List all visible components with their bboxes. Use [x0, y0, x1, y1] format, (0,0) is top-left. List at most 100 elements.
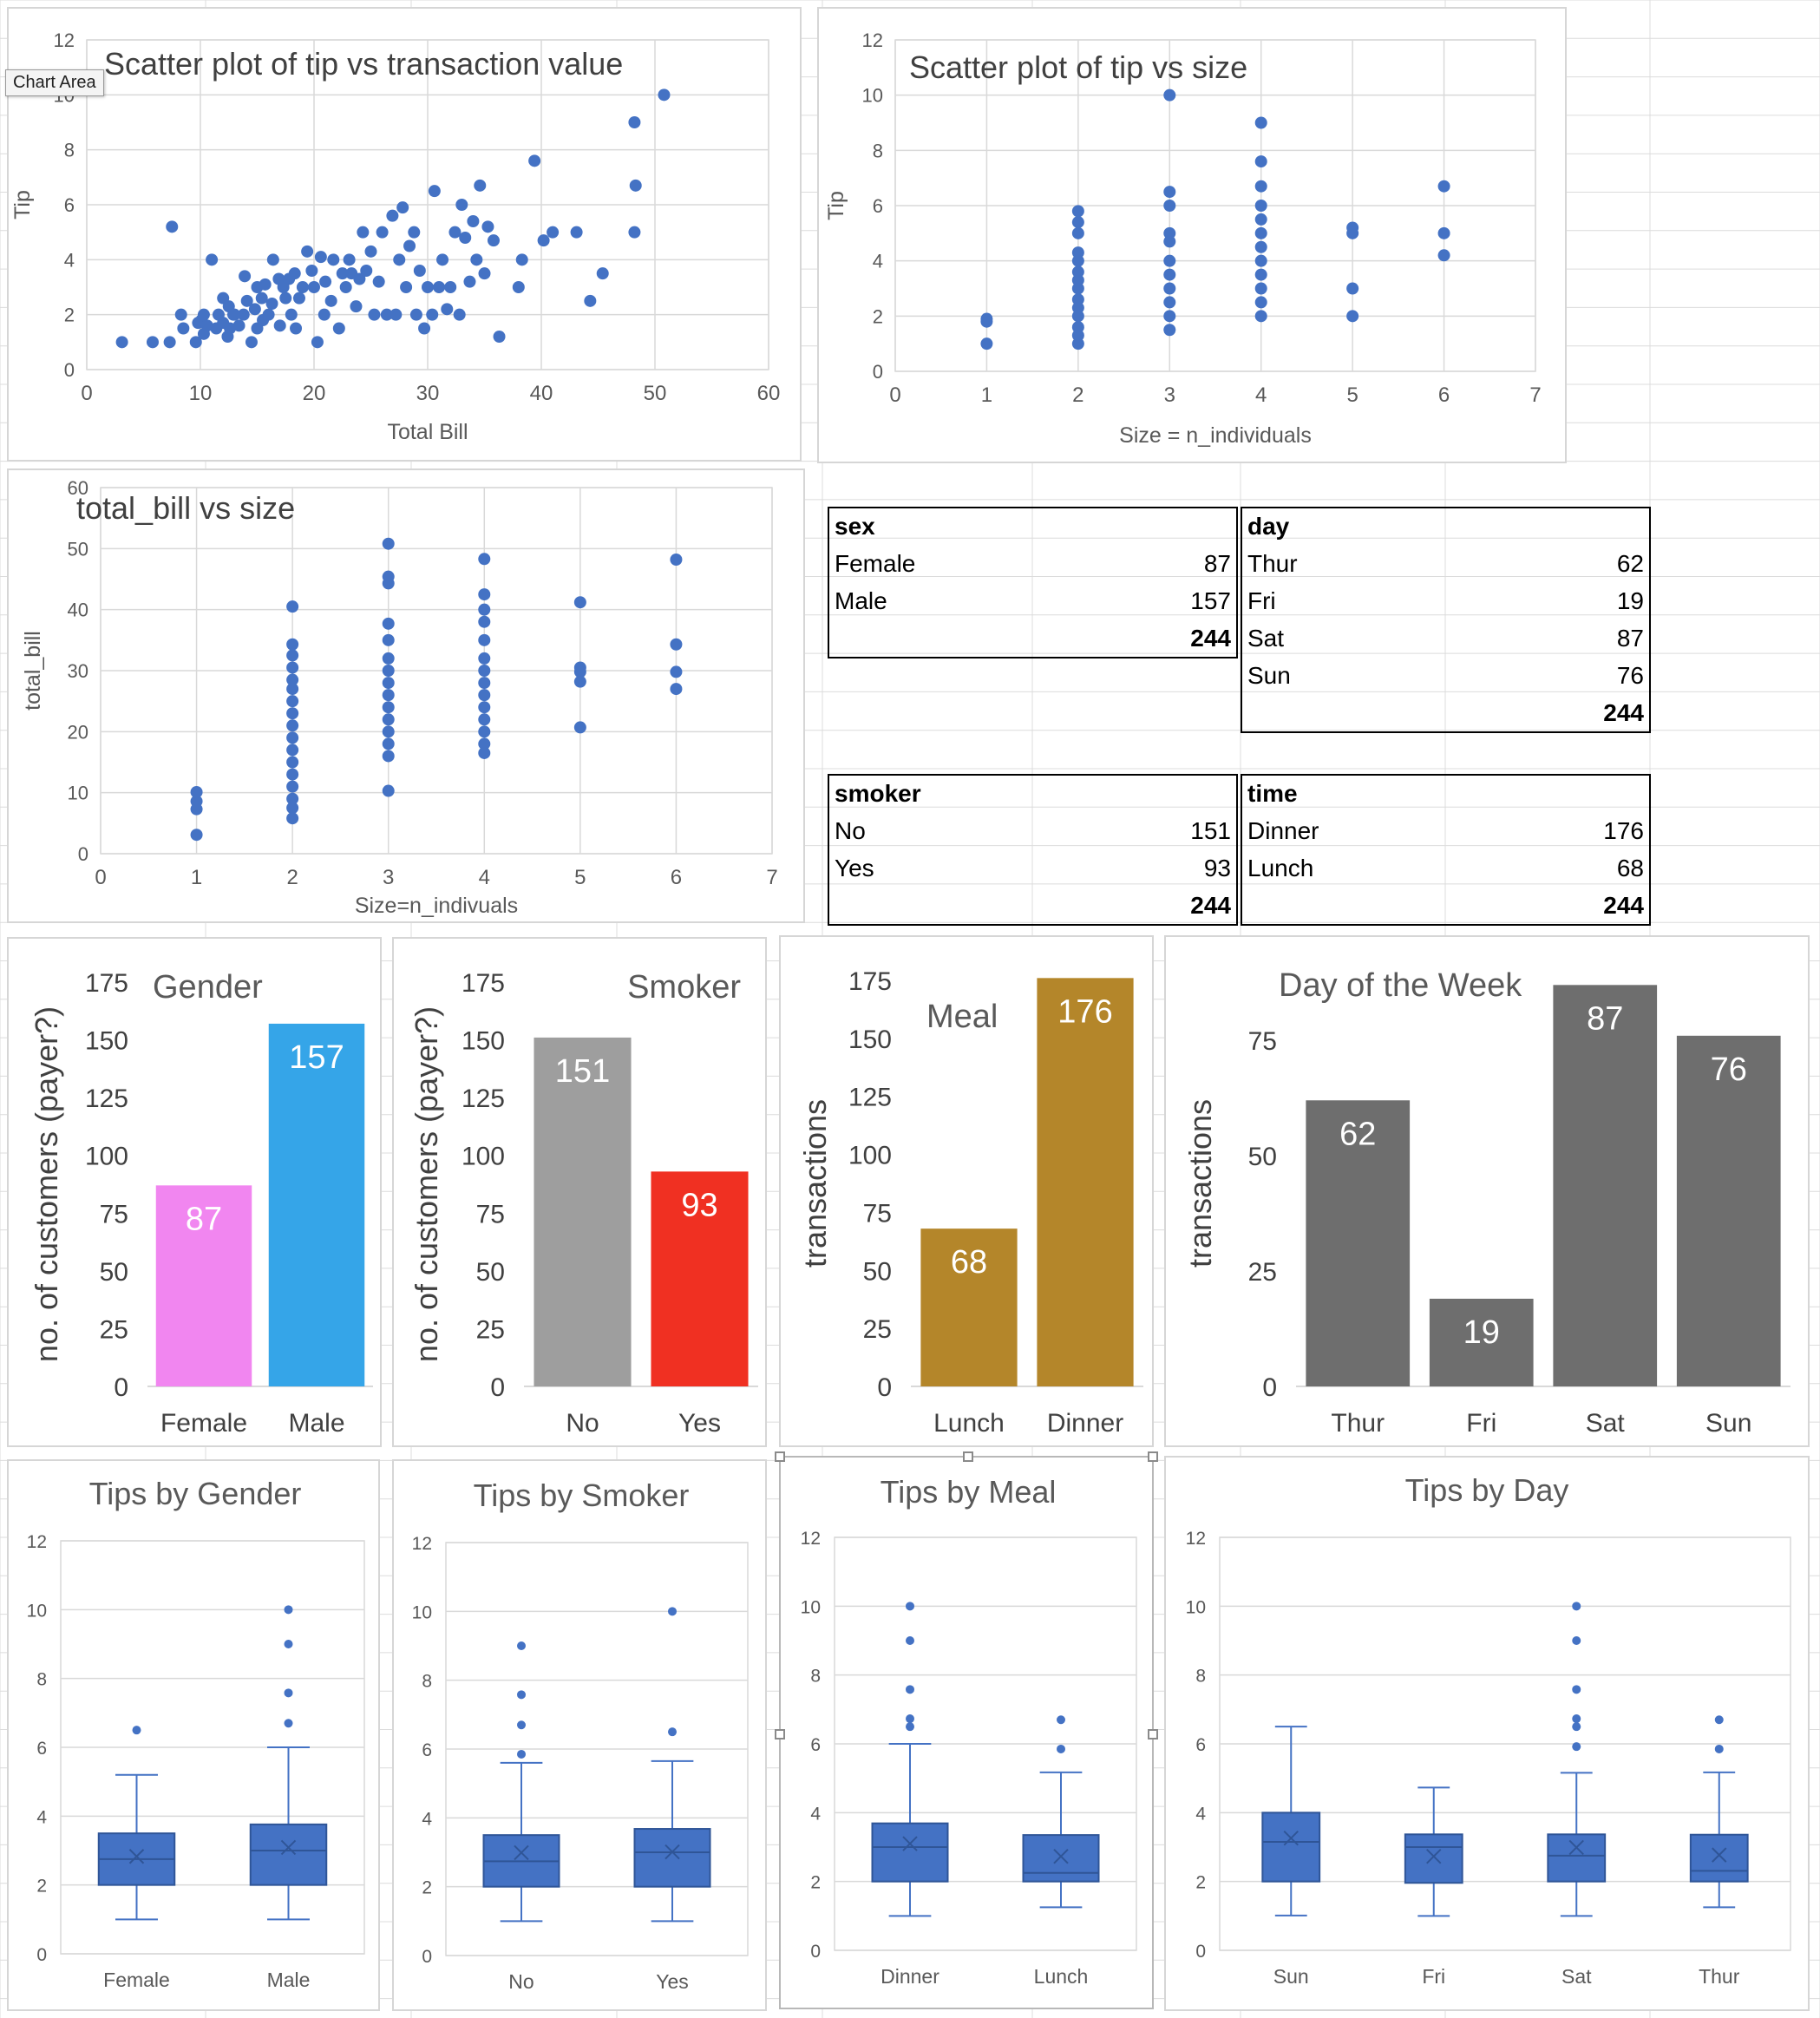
mean-marker [1568, 1839, 1584, 1856]
chart-box-tips-by-day[interactable]: 0 2 4 6 8 10 12 Sun Fri Sat Thur Tips by Day [1164, 1456, 1810, 2011]
table-cell[interactable]: Male [835, 587, 887, 614]
data-point [478, 603, 491, 616]
table-cell[interactable]: Sat [1247, 625, 1285, 652]
x-tick-label: No [508, 1970, 534, 1993]
table-cell[interactable]: 151 [1190, 817, 1231, 844]
x-axis-label: Total Bill [387, 420, 468, 444]
x-tick-label: Thur [1699, 1965, 1740, 1988]
chart-box-tips-by-smoker[interactable]: 0 2 4 6 8 10 12 No Yes Tips by Smoker [392, 1459, 767, 2011]
table-cell[interactable]: Thur [1247, 550, 1298, 577]
table-cell[interactable]: 176 [1603, 817, 1644, 844]
data-label: 176 [1057, 993, 1112, 1030]
data-point [353, 272, 366, 285]
table-cell[interactable]: 76 [1616, 662, 1644, 689]
cell[interactable] [1446, 508, 1651, 546]
resize-handle[interactable] [775, 1729, 785, 1740]
bar [1037, 978, 1134, 1386]
data-point [1254, 310, 1267, 323]
box [1261, 1812, 1321, 1883]
x-tick-label: Female [103, 1969, 170, 1991]
chart-bar-gender[interactable]: 0 25 50 75 100 125 150 175 87 Female 157 Male Gender… [7, 937, 382, 1447]
outlier-point [1057, 1744, 1065, 1753]
data-point [286, 673, 299, 686]
data-point [478, 553, 491, 566]
table-header[interactable]: sex [835, 513, 875, 540]
table-cell[interactable]: No [835, 817, 866, 844]
y-axis-label: total_bill [21, 631, 45, 711]
table-cell[interactable]: Yes [835, 855, 874, 881]
y-tick-label: 6 [422, 1740, 432, 1760]
data-point [255, 292, 268, 305]
resize-handle[interactable] [1148, 1729, 1158, 1740]
table-cell[interactable]: 68 [1616, 855, 1644, 881]
chart-title: Scatter plot of tip vs size [909, 49, 1247, 85]
table-cell[interactable]: Female [835, 550, 916, 577]
table-total[interactable]: 244 [1603, 892, 1644, 919]
chart-bar-meal[interactable]: 0 25 50 75 100 125 150 175 68 Lunch 176 Dinner Meal t… [779, 935, 1154, 1447]
data-point [547, 226, 560, 239]
chart-scatter-bill-vs-size[interactable]: 0 1 2 3 4 5 6 7 0 10 20 30 40 50 60 total_bill vs size S… [7, 468, 805, 923]
outlier-point [284, 1688, 293, 1698]
data-point [305, 265, 318, 277]
x-tick-label: 6 [671, 866, 682, 889]
cell[interactable] [1446, 775, 1651, 813]
bar [1553, 985, 1658, 1386]
data-point [478, 633, 491, 646]
cell[interactable] [828, 888, 1033, 926]
data-point [1254, 282, 1267, 295]
table-cell[interactable]: 87 [1203, 550, 1231, 577]
resize-handle[interactable] [963, 1451, 973, 1462]
cell[interactable] [1241, 695, 1446, 733]
data-point [1071, 265, 1084, 278]
outlier-point [668, 1727, 677, 1737]
table-cell[interactable]: 157 [1190, 587, 1231, 614]
table-cell[interactable]: Dinner [1247, 817, 1319, 844]
data-point [1071, 216, 1084, 229]
y-tick-label: 8 [810, 1667, 821, 1687]
y-tick-label: 30 [68, 660, 88, 682]
x-tick-label: Lunch [1034, 1965, 1089, 1988]
table-cell[interactable]: 87 [1616, 625, 1644, 652]
cell[interactable] [1241, 888, 1446, 926]
chart-scatter-tip-vs-size[interactable]: 0 1 2 3 4 5 6 7 0 2 4 6 8 10 12 Scatter plot of tip vs … [817, 7, 1567, 463]
data-point [1254, 213, 1267, 226]
y-tick-label: 8 [64, 140, 75, 161]
data-label: 68 [951, 1244, 987, 1281]
data-point [292, 292, 305, 305]
table-total[interactable]: 244 [1190, 892, 1231, 919]
table-cell[interactable]: 62 [1616, 550, 1644, 577]
data-point [190, 795, 203, 808]
y-tick-label: 2 [873, 305, 883, 327]
chart-scatter-tip-vs-bill[interactable]: 0102030405060024681012Scatter plot of ti… [7, 7, 802, 462]
chart-box-tips-by-gender[interactable]: 0 2 4 6 8 10 12 Female Male Tips by Gender [7, 1459, 380, 2011]
table-cell[interactable]: Fri [1247, 587, 1276, 614]
table-cell[interactable]: 93 [1203, 855, 1231, 881]
table-total[interactable]: 244 [1603, 699, 1644, 726]
chart-bar-day[interactable]: 0 25 50 75 62 Thur 19 Fri 87 Sat 76 Sun Day of the W… [1164, 935, 1810, 1447]
cell[interactable] [828, 620, 1033, 658]
data-point [286, 731, 299, 744]
table-header[interactable]: day [1247, 513, 1290, 540]
table-cell[interactable]: Sun [1247, 662, 1291, 689]
data-point [390, 308, 403, 321]
cell[interactable] [1033, 775, 1238, 813]
data-point [512, 281, 525, 293]
chart-bar-smoker[interactable]: 0 25 50 75 100 125 150 175 151 No 93 Yes Smoker no. o… [392, 937, 767, 1447]
table-cell[interactable]: Lunch [1247, 855, 1314, 881]
data-point [386, 209, 399, 222]
table-header[interactable]: smoker [835, 780, 921, 807]
data-point [1254, 296, 1267, 309]
chart-box-tips-by-meal[interactable]: 0 2 4 6 8 10 12 Dinner Lunch Tips by Meal [775, 1451, 1158, 2009]
chart-area-tooltip: Chart Area [5, 69, 104, 96]
table-header[interactable]: time [1247, 780, 1298, 807]
x-tick-label: Fri [1466, 1409, 1496, 1438]
table-cell[interactable]: 19 [1616, 587, 1644, 614]
y-tick-label: 150 [85, 1027, 128, 1056]
resize-handle[interactable] [775, 1451, 785, 1462]
chart-title: total_bill vs size [76, 490, 295, 526]
cell[interactable] [1033, 508, 1238, 546]
data-point [478, 665, 491, 677]
data-point [1254, 116, 1267, 129]
resize-handle[interactable] [1148, 1451, 1158, 1462]
table-total[interactable]: 244 [1190, 625, 1231, 652]
